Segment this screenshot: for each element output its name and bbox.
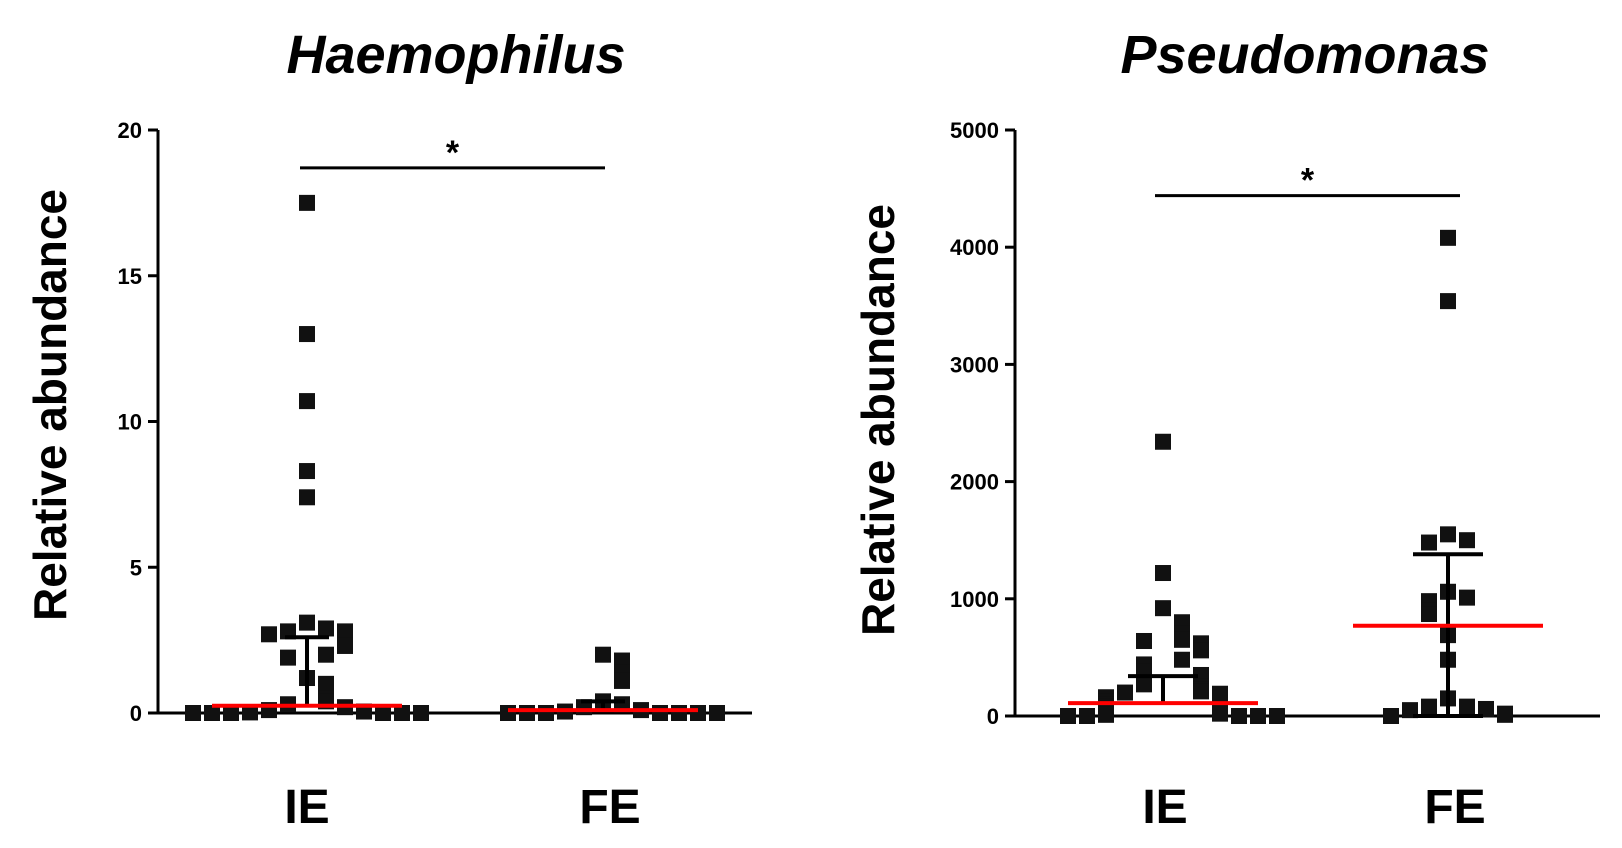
pseudomonas-panel: Pseudomonas Relative abundance 0 1000 2000…: [852, 25, 1600, 834]
data-point: [242, 704, 258, 721]
data-point: [1117, 684, 1133, 701]
data-point: [261, 626, 277, 643]
data-point: [1478, 700, 1494, 717]
chart-title: Pseudomonas: [1120, 25, 1489, 85]
data-point: [595, 646, 611, 663]
y-tick-label: 0: [130, 701, 142, 726]
data-point: [1155, 565, 1171, 582]
significance-marker: *: [1301, 162, 1315, 200]
data-point: [1383, 708, 1399, 724]
data-point: [1440, 526, 1456, 543]
data-point: [1136, 676, 1152, 693]
data-point: [299, 489, 315, 506]
data-point: [1421, 698, 1437, 715]
data-point: [337, 637, 353, 654]
data-point: [1421, 534, 1437, 551]
data-point: [1440, 293, 1456, 310]
data-point: [709, 705, 725, 721]
data-point: [614, 672, 630, 689]
data-point: [1421, 606, 1437, 623]
data-point: [690, 705, 706, 721]
significance-annotation: *: [1155, 162, 1460, 200]
data-point: [1098, 706, 1114, 723]
data-point: [1269, 708, 1285, 724]
y-axis-label: Relative abundance: [24, 189, 76, 621]
data-point: [299, 393, 315, 410]
data-point: [1440, 229, 1456, 246]
data-point: [185, 705, 201, 721]
data-point: [299, 463, 315, 480]
summary-lines: [212, 635, 698, 713]
data-point: [1459, 698, 1475, 715]
data-point: [1079, 708, 1095, 724]
data-point: [299, 326, 315, 343]
y-tick-label: 1000: [950, 587, 999, 612]
data-point: [519, 705, 535, 721]
data-point: [671, 705, 687, 721]
y-tick-label: 0: [987, 704, 999, 729]
chart-title: Haemophilus: [286, 25, 625, 85]
data-point: [652, 705, 668, 721]
data-point: [1193, 642, 1209, 659]
category-label-ie: IE: [1142, 781, 1187, 834]
data-point: [1231, 708, 1247, 724]
haemophilus-panel: Haemophilus Relative abundance 05101520 …: [24, 25, 752, 834]
y-tick-label: 5: [130, 555, 142, 580]
data-point: [299, 194, 315, 211]
data-point: [413, 705, 429, 721]
data-point: [1459, 532, 1475, 549]
y-axis-label: Relative abundance: [852, 204, 904, 636]
y-tick-label: 20: [118, 118, 142, 143]
significance-annotation: *: [300, 134, 605, 172]
data-point: [204, 705, 220, 721]
data-point: [1250, 708, 1266, 724]
data-point: [1212, 705, 1228, 722]
data-point: [1136, 632, 1152, 649]
data-point: [318, 646, 334, 663]
data-point: [318, 675, 334, 692]
data-points: [1060, 229, 1513, 724]
data-point: [1174, 651, 1190, 668]
data-points: [185, 194, 725, 721]
data-point: [337, 623, 353, 640]
data-point: [1155, 600, 1171, 617]
data-point: [1497, 706, 1513, 723]
category-label-ie: IE: [284, 781, 329, 834]
data-point: [1174, 631, 1190, 648]
significance-marker: *: [446, 134, 460, 172]
data-point: [1459, 589, 1475, 606]
data-point: [1212, 685, 1228, 702]
category-label-fe: FE: [579, 781, 640, 834]
y-tick-label: 5000: [950, 118, 999, 143]
data-point: [500, 705, 516, 721]
data-point: [318, 620, 334, 637]
data-point: [1060, 708, 1076, 724]
y-tick-label: 3000: [950, 352, 999, 377]
y-tick-label: 15: [118, 264, 142, 289]
category-label-fe: FE: [1424, 781, 1485, 834]
data-point: [223, 705, 239, 721]
data-point: [1193, 683, 1209, 700]
data-point: [538, 705, 554, 721]
data-point: [280, 649, 296, 666]
data-point: [299, 614, 315, 631]
y-ticks: 0 1000 2000 3000 4000 5000: [950, 118, 1015, 729]
y-tick-label: 4000: [950, 235, 999, 260]
y-tick-label: 10: [118, 410, 142, 435]
data-point: [394, 705, 410, 721]
data-point: [375, 705, 391, 721]
y-tick-label: 2000: [950, 470, 999, 495]
summary-lines: [1068, 552, 1543, 718]
data-point: [1155, 433, 1171, 450]
y-ticks: 0 5 10 15 20: [118, 118, 158, 726]
